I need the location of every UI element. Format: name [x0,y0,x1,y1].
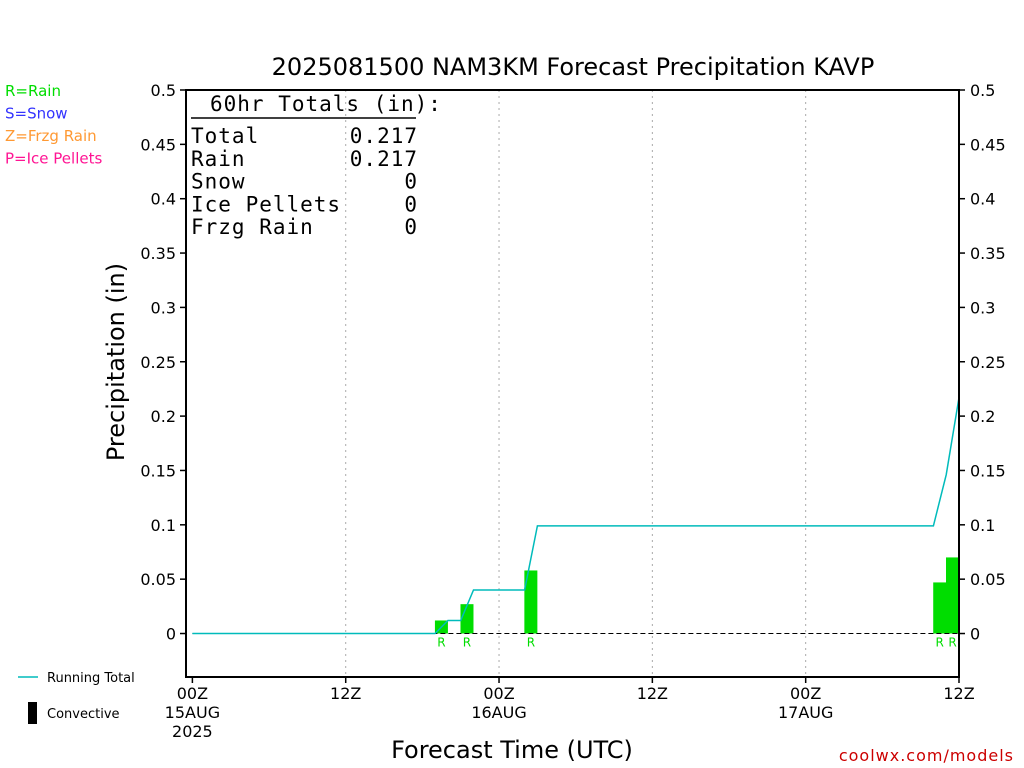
y-tick-label-right: 0.05 [970,570,1006,589]
bar-type-label: R [437,636,445,650]
y-tick-label-left: 0 [166,625,176,644]
y-tick-label-left: 0.4 [151,190,176,209]
x-tick-label: 2025 [172,722,213,741]
type-legend-item: R=Rain [5,82,61,100]
totals-row-value: 0 [404,192,418,216]
x-tick-label: 17AUG [778,703,833,722]
totals-row-label: Frzg Rain [191,215,314,239]
y-tick-label-right: 0.3 [970,298,995,317]
y-tick-label-left: 0.3 [151,298,176,317]
y-tick-label-right: 0.25 [970,353,1006,372]
y-tick-label-left: 0.15 [140,461,176,480]
y-tick-label-left: 0.35 [140,244,176,263]
y-tick-label-right: 0.2 [970,407,995,426]
totals-row-value: 0.217 [350,124,418,148]
type-legend-item: S=Snow [5,105,68,123]
y-tick-label-right: 0.15 [970,461,1006,480]
precip-bar [946,557,959,634]
series-line [192,397,960,635]
bottom-legend: Running Total Convective [18,671,135,724]
totals-header: 60hr Totals (in): [210,92,442,116]
legend-bar-swatch [28,702,37,724]
plot-frame [185,89,960,678]
totals-row-label: Snow [191,170,246,194]
legend-label: Convective [47,707,120,722]
credit-text: coolwx.com/models [839,746,1014,765]
totals-row-label: Rain [191,147,246,171]
y-tick-label-left: 0.45 [140,135,176,154]
bar-type-label: R [936,636,944,650]
legend-label: Running Total [47,671,135,686]
y-tick-label-right: 0.35 [970,244,1006,263]
y-tick-label-left: 0.05 [140,570,176,589]
totals-row-value: 0.217 [350,147,418,171]
type-legend-item: Z=Frzg Rain [5,127,97,145]
y-tick-label-left: 0.25 [140,353,176,372]
y-tick-label-right: 0.5 [970,81,995,100]
totals-row-value: 0 [404,170,418,194]
y-axis-ticks: 0.5 0.5 0.45 0.45 0.4 0.4 0.35 0.35 0.3 0.3 0.25 0.… [140,81,1005,644]
x-tick-label: 15AUG [165,703,220,722]
totals-box: 60hr Totals (in): Total 0.217 Rain 0.217 Snow… [191,92,442,239]
totals-row-label: Ice Pellets [191,192,341,216]
totals-row-value: 0 [404,215,418,239]
running-total-line [192,397,960,635]
y-tick-label-right: 0 [970,625,980,644]
precip-type-legend: R=Rain S=Snow Z=Frzg Rain P=Ice Pellets [5,82,102,168]
type-legend-item: P=Ice Pellets [5,150,102,168]
bar-type-label: R [527,636,535,650]
bar-type-label: R [463,636,471,650]
x-tick-label: 00Z [177,684,208,703]
y-tick-label-left: 0.2 [151,407,176,426]
precip-bar [524,570,538,634]
y-tick-label-right: 0.45 [970,135,1006,154]
y-tick-label-right: 0.1 [970,516,995,535]
bar-type-label: R [948,636,956,650]
totals-row-label: Total [191,124,259,148]
y-tick-label-right: 0.4 [970,190,995,209]
x-tick-label: 00Z [483,684,514,703]
x-tick-label: 12Z [330,684,361,703]
x-tick-label: 12Z [943,684,974,703]
y-tick-label-left: 0.1 [151,516,176,535]
chart-title: 2025081500 NAM3KM Forecast Precipitation… [272,53,875,81]
precip-bar [460,604,474,634]
x-tick-label: 00Z [790,684,821,703]
x-axis-label: Forecast Time (UTC) [391,736,633,764]
x-tick-label: 12Z [637,684,668,703]
y-tick-label-left: 0.5 [151,81,176,100]
grid-lines [345,90,807,677]
precip-bar [933,582,947,634]
x-tick-label: 16AUG [471,703,526,722]
y-axis-label: Precipitation (in) [102,263,130,461]
